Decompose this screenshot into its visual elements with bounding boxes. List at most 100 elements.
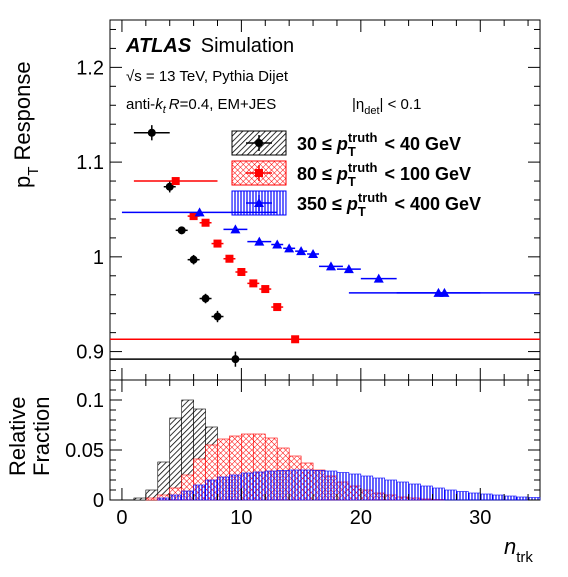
data-point [201, 218, 210, 227]
x-tick-label: 10 [230, 507, 252, 529]
hist-bar [515, 496, 529, 501]
hist-bar [420, 485, 433, 501]
hist-bar [288, 469, 302, 501]
hist-bar [432, 487, 445, 501]
data-point [201, 294, 210, 303]
x-tick-label: 20 [350, 507, 372, 529]
legend-entry-0: 30 ≤ pTtruth < 40 GeV [231, 130, 461, 159]
data-point [439, 287, 450, 297]
legend-label: 30 ≤ pTtruth < 40 GeV [297, 130, 461, 159]
bottom-histograms [133, 399, 541, 501]
hist-bar [336, 472, 350, 501]
data-point [291, 335, 300, 344]
hist-bar [217, 476, 230, 501]
hist-bar [348, 473, 362, 501]
top-y-axis-label: pT Response [10, 61, 42, 188]
hist-bar [456, 491, 469, 501]
x-axis-label: ntrk [504, 534, 533, 566]
data-point [308, 249, 319, 258]
top-y-tick-label: 1.1 [76, 152, 104, 174]
atlas-label: ATLAS Simulation [125, 35, 294, 57]
data-point [231, 355, 240, 364]
top-y-tick-labels: 0.9 1 1.1 1.2 [76, 57, 104, 363]
hist-bar [229, 474, 242, 501]
data-point [249, 279, 258, 288]
data-point [296, 246, 307, 256]
data-point [272, 239, 283, 249]
x-tick-label: 0 [116, 507, 127, 529]
legend-marker [255, 139, 263, 147]
bottom-y-tick-label: 0 [93, 490, 104, 512]
bottom-x-tick-labels: 0 10 20 30 [116, 507, 491, 529]
data-point [261, 285, 270, 294]
bottom-y-tick-label: 0.05 [65, 440, 104, 462]
legend-label: 80 ≤ pTtruth < 100 GeV [297, 160, 471, 189]
energy-label: √s = 13 TeV, Pythia Dijet [126, 68, 289, 85]
hist-bar [468, 492, 481, 501]
hist-bar [384, 479, 397, 501]
hist-bar [205, 479, 218, 501]
hist-bar [503, 495, 517, 501]
legend-marker [254, 198, 264, 207]
top-y-tick-label: 0.9 [76, 342, 104, 364]
hist-bar [491, 494, 505, 501]
hist-bar [479, 493, 493, 501]
x-tick-label: 30 [469, 507, 491, 529]
legend-entry-1: 80 ≤ pTtruth < 100 GeV [231, 160, 471, 189]
hist-bar [396, 481, 409, 501]
data-point [213, 239, 222, 248]
data-point [325, 261, 336, 271]
hist-bar [264, 470, 278, 501]
data-point [230, 224, 241, 234]
hist-bar [145, 497, 159, 501]
hist-bar [157, 461, 171, 501]
data-point [213, 312, 222, 321]
hist-bar [276, 470, 290, 501]
top-data-series [110, 125, 540, 367]
hist-bar [360, 475, 374, 501]
data-point [171, 177, 180, 186]
series-triangle-2 [121, 207, 540, 297]
hist-bar [408, 483, 421, 501]
bottom-y-axis-label-line1: Relative [5, 397, 30, 476]
legend-marker [255, 169, 263, 177]
hist-bar [241, 472, 254, 501]
data-point [373, 273, 384, 283]
legend-label: 350 ≤ pTtruth < 400 GeV [297, 190, 481, 219]
hist-bar [169, 494, 182, 501]
hist-bar [324, 470, 338, 501]
data-point [284, 243, 295, 253]
data-point [194, 207, 205, 217]
hist-bar [157, 497, 171, 501]
bottom-y-axis-label-line2: Fraction [29, 397, 54, 476]
eta-label: |ηdet| < 0.1 [352, 96, 421, 117]
data-point [225, 254, 234, 263]
top-y-tick-label: 1 [93, 247, 104, 269]
algorithm-label: anti-kt R=0.4, EM+JES [126, 96, 276, 116]
top-y-tick-label: 1.2 [76, 57, 104, 79]
data-point [343, 264, 354, 274]
data-point [189, 255, 198, 264]
legend-entry-2: 350 ≤ pTtruth < 400 GeV [231, 190, 481, 219]
bottom-y-tick-labels: 0 0.05 0.1 [65, 390, 104, 512]
data-point [147, 128, 156, 137]
hist-series-2 [157, 469, 541, 501]
hist-bar [372, 477, 386, 501]
data-point [254, 236, 265, 246]
hist-bar [193, 484, 206, 501]
hist-bar [444, 489, 457, 501]
hist-bar [253, 471, 266, 501]
data-point [177, 226, 186, 235]
series-square-1 [110, 177, 540, 344]
top-axis-ticks [110, 20, 540, 380]
bottom-y-tick-label: 0.1 [76, 390, 104, 412]
hist-bar [312, 470, 326, 501]
bottom-axis-ticks [110, 379, 540, 501]
data-point [189, 212, 198, 221]
hist-bar [133, 497, 147, 501]
data-point [273, 303, 282, 312]
data-point [237, 268, 246, 276]
